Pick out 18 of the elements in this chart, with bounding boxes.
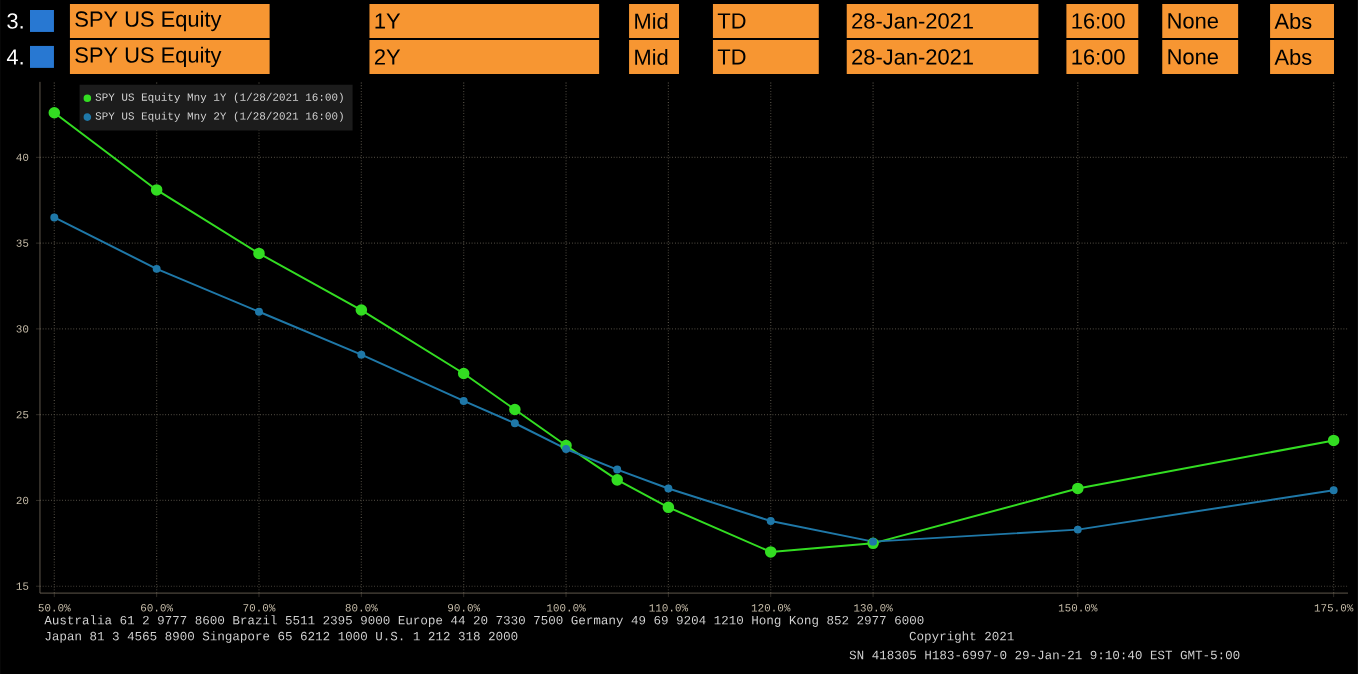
text: 16:00	[1072, 48, 1125, 65]
text: 4.	[6, 48, 23, 64]
text: SPY US Equity	[75, 10, 222, 31]
text: TD	[717, 12, 746, 29]
text: 1Y	[375, 12, 401, 29]
text: Abs	[1274, 48, 1312, 65]
text: 3.	[7, 12, 23, 29]
text: Mid	[635, 12, 668, 29]
text: Abs	[1274, 12, 1312, 29]
text: 2Y	[374, 48, 401, 65]
text: Mid	[635, 48, 668, 65]
text: 16:00	[1072, 12, 1125, 29]
text: None	[1168, 12, 1218, 29]
text: 28-Jan-2021	[852, 12, 973, 29]
text: TD	[717, 48, 746, 64]
text: 28-Jan-2021	[852, 48, 973, 65]
text: SPY US Equity	[75, 46, 222, 67]
text: None	[1168, 48, 1218, 65]
